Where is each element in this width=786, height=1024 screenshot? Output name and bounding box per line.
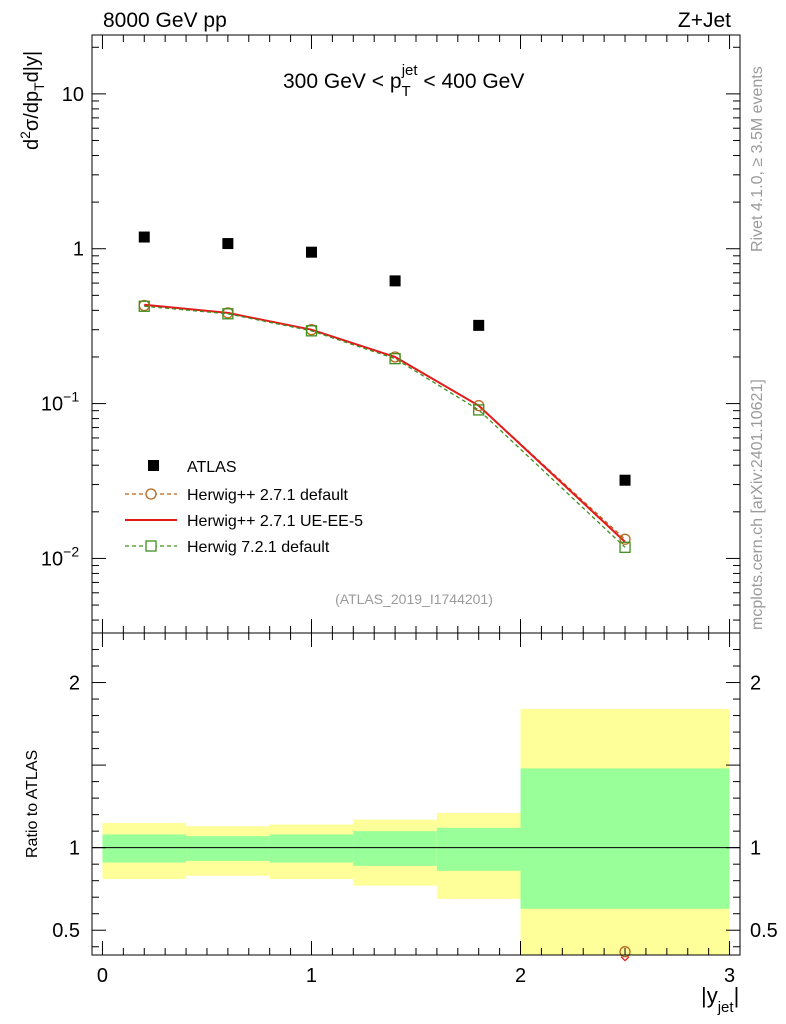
series-line (144, 305, 626, 548)
legend-marker-data (148, 460, 159, 471)
series-line (144, 304, 626, 540)
chart-title: 300 GeV < pTjet < 400 GeV (283, 62, 524, 100)
legend-label: Herwig++ 2.7.1 UE-EE-5 (187, 513, 363, 530)
legend-label: ATLAS (187, 459, 237, 476)
ratio-y-tick-label-right: 1 (750, 838, 761, 860)
ratio-y-tick-label: 1 (69, 838, 80, 860)
header-left: 8000 GeV pp (103, 9, 227, 32)
y-tick-label-base: 1 (73, 239, 84, 261)
ratio-stat-band (353, 831, 437, 866)
data-point (619, 474, 631, 486)
legend-marker-circle (145, 488, 157, 500)
y-tick-label: 10−1 (41, 389, 79, 416)
legend-marker-square (145, 540, 157, 552)
ratio-arrow (624, 956, 630, 962)
data-point (138, 231, 150, 243)
xlabel-main: |y (701, 983, 718, 1008)
ratio-y-tick-label-right: 0.5 (750, 920, 778, 942)
title-post: < 400 GeV (418, 70, 525, 93)
data-point (222, 238, 234, 250)
title-pre: 300 GeV < p (283, 70, 402, 93)
xlabel-sub: jet (717, 999, 735, 1016)
x-tick-label: 3 (724, 965, 735, 987)
x-tick-label: 1 (306, 965, 317, 987)
mc-square-point (222, 308, 234, 320)
series-line (144, 303, 626, 543)
main-ylabel: d2σ/dpTd|y| (17, 51, 47, 150)
title-sup: jet (401, 62, 419, 79)
y-tick-label: 10 (62, 84, 84, 106)
ratio-point (619, 946, 631, 958)
ratio-stat-band (186, 836, 270, 861)
mc-square-point (389, 353, 401, 365)
y-tick-label-base: 10 (62, 84, 84, 106)
ratio-stat-band (520, 768, 730, 909)
data-point (305, 246, 317, 258)
ratio-axis-ticks: 0 1 2 3 0.5 0.5 1 1 2 2 (52, 632, 778, 987)
mc-square-point (473, 404, 485, 416)
ratio-arrow (620, 956, 626, 962)
legend: ATLAS Herwig++ 2.7.1 default Herwig++ 2.7.… (125, 459, 363, 556)
ratio-markers (619, 946, 631, 962)
ratio-stat-band (436, 827, 521, 871)
ratio-stat-band (269, 834, 354, 863)
ratio-y-tick-label: 2 (69, 673, 80, 695)
ratio-stat-band (102, 834, 187, 863)
mc-square-point (138, 300, 150, 312)
x-tick-label: 0 (97, 965, 108, 987)
title-sub: T (402, 83, 411, 100)
data-point (389, 275, 401, 287)
mc-square-point (305, 325, 318, 337)
legend-label: Herwig 7.2.1 default (187, 539, 330, 556)
mc-lines (144, 303, 626, 548)
y-tick-label-exp: −2 (63, 543, 79, 559)
y-tick-label-base: 10 (41, 548, 63, 570)
xlabel-post: | (734, 983, 740, 1008)
ratio-y-tick-label: 0.5 (52, 920, 80, 942)
analysis-watermark: (ATLAS_2019_I1744201) (335, 591, 493, 607)
mcplots-label: mcplots.cern.ch [arXiv:2401.10621] (749, 379, 766, 630)
y-tick-label-base: 10 (41, 394, 63, 416)
header-right: Z+Jet (678, 9, 731, 32)
data-markers (138, 231, 631, 553)
x-axis-label: |yjet| (701, 983, 739, 1016)
legend-label: Herwig++ 2.7.1 default (187, 487, 349, 504)
y-tick-label: 1 (73, 239, 84, 261)
y-tick-label: 10−2 (41, 543, 79, 570)
mc-circle-point (619, 533, 631, 545)
rivet-label: Rivet 4.1.0, ≥ 3.5M events (749, 66, 766, 252)
ratio-plot-area (92, 708, 740, 955)
ratio-y-tick-label-right: 2 (750, 673, 761, 695)
y-tick-label-exp: −1 (63, 389, 79, 405)
mc-square-point (619, 541, 631, 553)
data-point (473, 319, 485, 331)
ratio-ylabel: Ratio to ATLAS (24, 750, 41, 858)
x-tick-label: 2 (515, 965, 526, 987)
